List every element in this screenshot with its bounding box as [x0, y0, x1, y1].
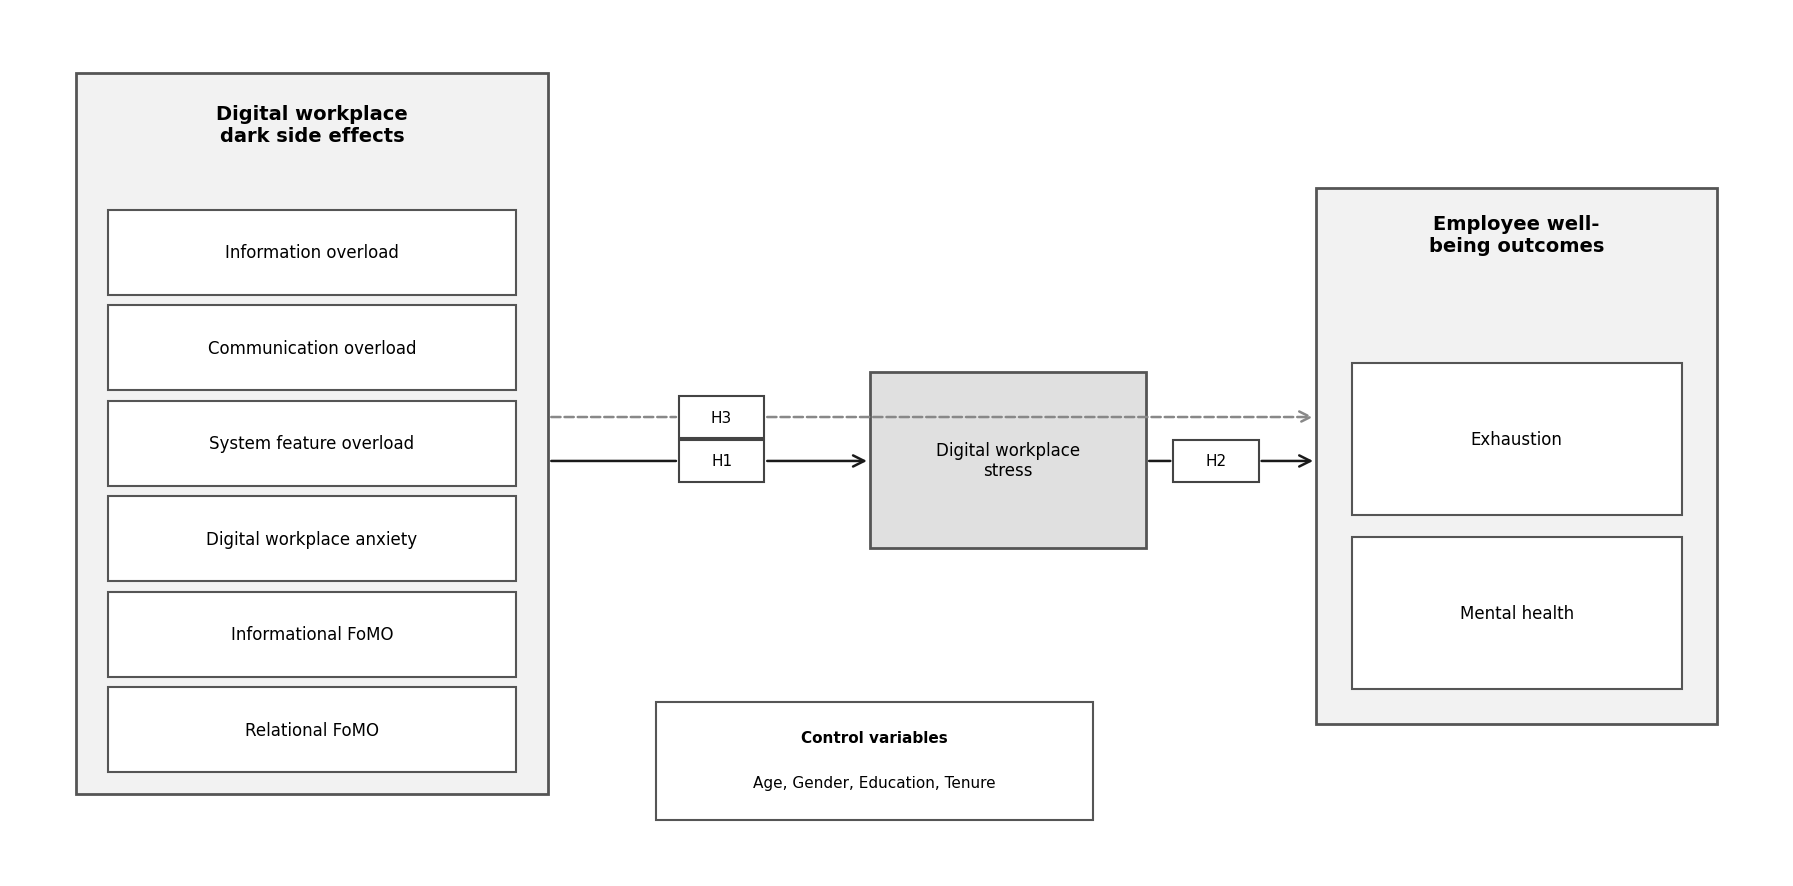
Text: Exhaustion: Exhaustion	[1470, 431, 1563, 448]
FancyBboxPatch shape	[108, 592, 516, 677]
FancyBboxPatch shape	[108, 688, 516, 772]
FancyBboxPatch shape	[1173, 440, 1259, 483]
Text: Digital workplace
stress: Digital workplace stress	[936, 441, 1079, 480]
FancyBboxPatch shape	[1352, 537, 1682, 688]
FancyBboxPatch shape	[1352, 364, 1682, 516]
Text: Communication overload: Communication overload	[208, 339, 416, 357]
FancyBboxPatch shape	[108, 401, 516, 486]
Text: Digital workplace anxiety: Digital workplace anxiety	[206, 530, 418, 548]
FancyBboxPatch shape	[870, 373, 1146, 548]
Text: Employee well-
being outcomes: Employee well- being outcomes	[1429, 214, 1605, 256]
Text: Information overload: Information overload	[226, 244, 400, 262]
Text: H2: H2	[1205, 454, 1226, 469]
Text: Digital workplace
dark side effects: Digital workplace dark side effects	[217, 105, 407, 146]
FancyBboxPatch shape	[680, 440, 764, 483]
Text: Relational FoMO: Relational FoMO	[246, 720, 378, 739]
FancyBboxPatch shape	[1316, 189, 1718, 724]
Text: Mental health: Mental health	[1460, 604, 1574, 622]
FancyBboxPatch shape	[680, 396, 764, 439]
Text: Informational FoMO: Informational FoMO	[231, 626, 393, 643]
FancyBboxPatch shape	[75, 74, 549, 794]
Text: H1: H1	[712, 454, 732, 469]
FancyBboxPatch shape	[108, 496, 516, 581]
FancyBboxPatch shape	[656, 702, 1092, 820]
Text: H3: H3	[712, 410, 732, 425]
Text: System feature overload: System feature overload	[210, 435, 414, 453]
FancyBboxPatch shape	[108, 210, 516, 295]
Text: Control variables: Control variables	[801, 730, 947, 745]
FancyBboxPatch shape	[108, 306, 516, 391]
Text: Age, Gender, Education, Tenure: Age, Gender, Education, Tenure	[753, 775, 995, 790]
